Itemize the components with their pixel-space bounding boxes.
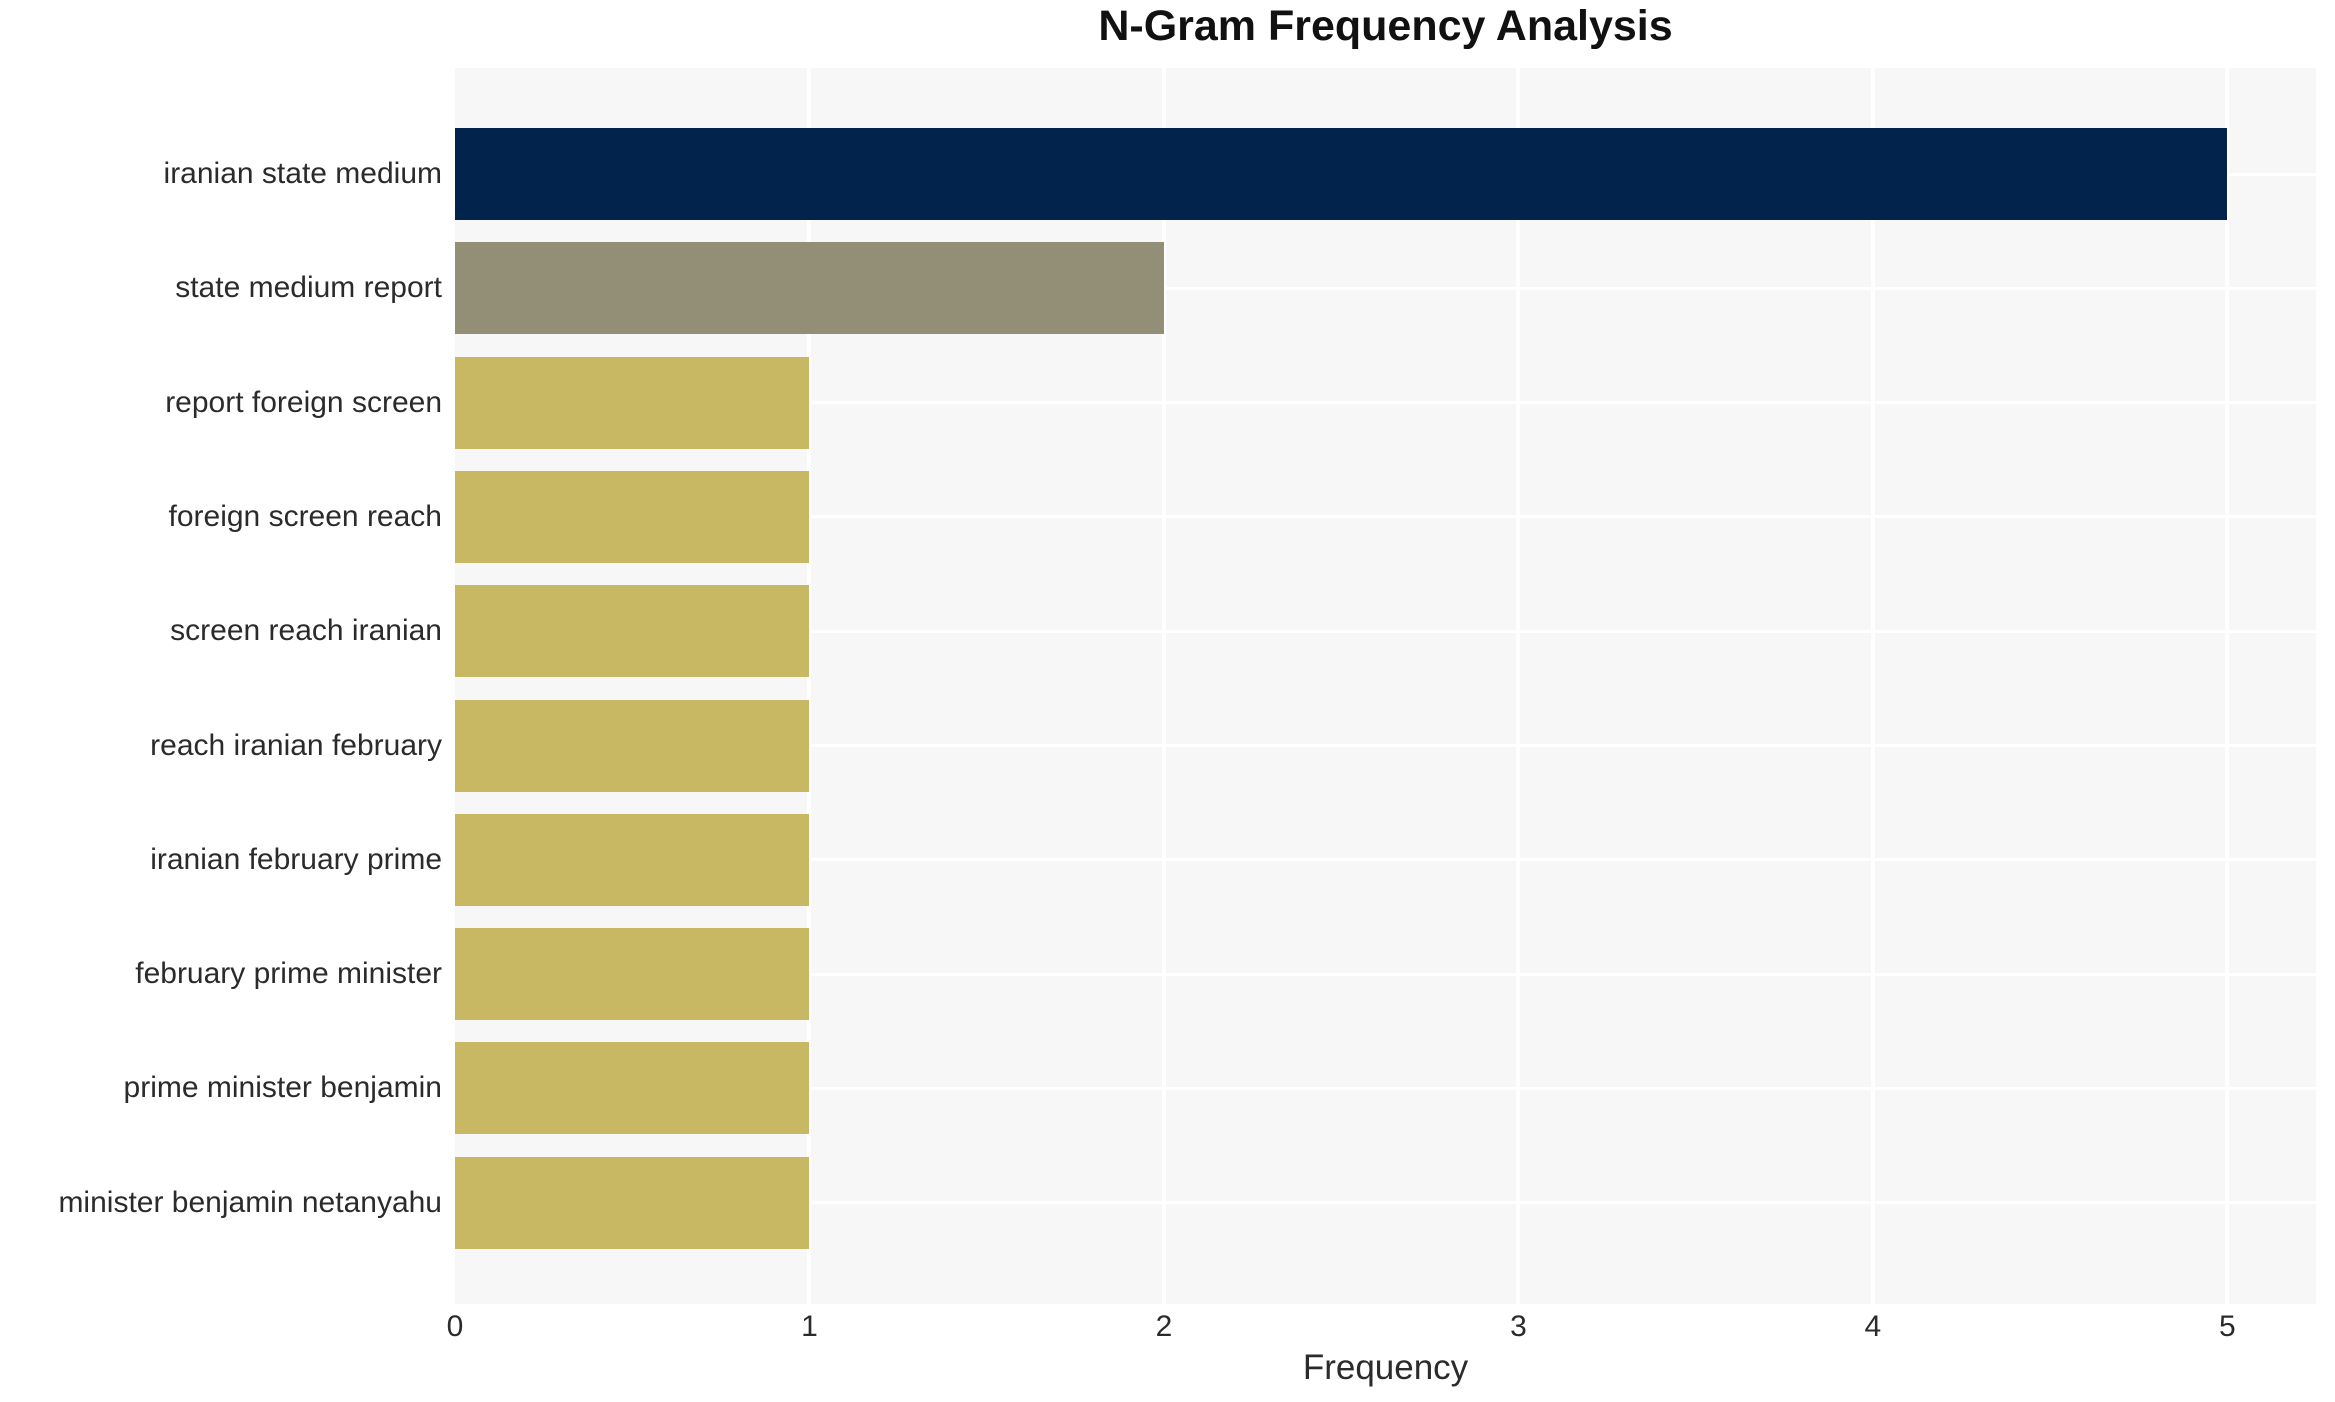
gridline-horizontal [455, 286, 2316, 290]
x-tick-label: 4 [1864, 1310, 1882, 1343]
category-label: screen reach iranian [170, 614, 442, 648]
gridline-vertical [2225, 68, 2230, 1304]
category-label: iranian february prime [150, 842, 442, 876]
gridline-vertical [1870, 68, 1875, 1304]
category-label: state medium report [175, 271, 442, 305]
bar [455, 356, 810, 449]
x-tick-label: 0 [446, 1310, 464, 1343]
bar [455, 928, 810, 1021]
category-label: reach iranian february [150, 728, 442, 762]
category-label: foreign screen reach [168, 499, 443, 533]
bar [455, 813, 810, 906]
gridline-horizontal [455, 629, 2316, 633]
gridline-horizontal [455, 1086, 2316, 1090]
x-tick-label: 3 [1510, 1310, 1527, 1343]
gridline-horizontal [455, 1201, 2316, 1205]
x-axis-label: Frequency [1302, 1348, 1469, 1387]
category-label: prime minister benjamin [123, 1071, 442, 1105]
gridline-vertical [1516, 68, 1521, 1304]
gridline-vertical [1161, 68, 1166, 1304]
x-tick-label: 1 [801, 1310, 818, 1343]
bar [455, 128, 2228, 220]
gridline-horizontal [455, 858, 2316, 862]
bar [455, 1156, 810, 1249]
category-label: report foreign screen [165, 385, 442, 419]
bar [455, 699, 810, 792]
x-tick-label: 2 [1155, 1310, 1173, 1343]
gridline-horizontal [455, 401, 2316, 405]
bar [455, 585, 810, 678]
category-label: minister benjamin netanyahu [58, 1185, 442, 1219]
gridline-horizontal [455, 744, 2316, 747]
bar [455, 1042, 810, 1135]
gridline-horizontal [455, 515, 2316, 519]
gridline-vertical [807, 68, 812, 1304]
bar [455, 242, 1164, 335]
plot-area [455, 68, 2316, 1304]
category-label: february prime minister [135, 957, 442, 991]
category-label: iranian state medium [163, 157, 442, 190]
gridline-horizontal [455, 972, 2316, 976]
bar [455, 470, 810, 563]
x-tick-label: 5 [2219, 1310, 2236, 1343]
chart-title: N-Gram Frequency Analysis [1098, 2, 1673, 50]
